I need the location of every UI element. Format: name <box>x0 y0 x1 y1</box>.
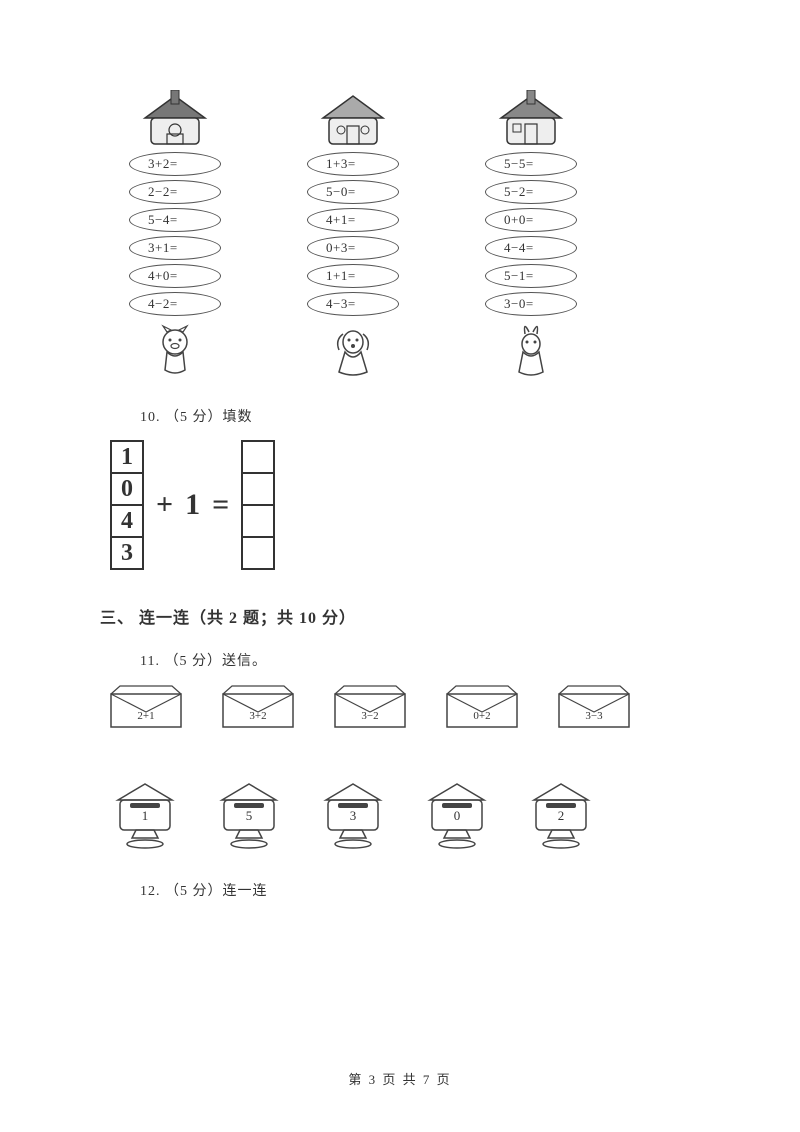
dog-icon <box>323 320 383 380</box>
equation-text: 5−2= <box>504 184 534 200</box>
equation-oval: 3+2= <box>129 152 221 176</box>
house-col-1: 3+2= 2−2= 5−4= 3+1= 4+0= 4−2= <box>110 90 240 380</box>
pig-icon <box>145 320 205 380</box>
house-col-3: 5−5= 5−2= 0+0= 4−4= 5−1= 3−0= <box>466 90 596 380</box>
equation-text: 4−3= <box>326 296 356 312</box>
mailbox-row: 1 5 3 0 <box>110 778 700 850</box>
fill-number-exercise: 1 0 4 3 + 1 = <box>110 440 700 570</box>
equation-text: 1+1= <box>326 268 356 284</box>
equation-text: 5−1= <box>504 268 534 284</box>
envelope-item: 3−2 <box>334 684 406 728</box>
equation-oval: 1+3= <box>307 152 399 176</box>
equation-oval: 4+1= <box>307 208 399 232</box>
equation-text: 5−0= <box>326 184 356 200</box>
equation-oval: 3−0= <box>485 292 577 316</box>
mailbox-label: 5 <box>214 808 284 824</box>
mailbox-item: 0 <box>422 778 492 850</box>
envelope-item: 0+2 <box>446 684 518 728</box>
envelope-item: 2+1 <box>110 684 182 728</box>
envelope-item: 3−3 <box>558 684 630 728</box>
envelope-label: 3+2 <box>222 710 294 722</box>
operand-one: 1 <box>185 488 200 522</box>
rabbit-icon <box>501 320 561 380</box>
equation-oval: 5−5= <box>485 152 577 176</box>
envelope-item: 3+2 <box>222 684 294 728</box>
equation-oval: 4−3= <box>307 292 399 316</box>
envelope-label: 3−2 <box>334 710 406 722</box>
house-icon <box>313 90 393 148</box>
right-number-stack <box>241 440 275 570</box>
num-box: 4 <box>110 504 144 538</box>
equation-oval: 5−1= <box>485 264 577 288</box>
equation-text: 1+3= <box>326 156 356 172</box>
equation-oval: 0+3= <box>307 236 399 260</box>
equation-text: 0+3= <box>326 240 356 256</box>
question-10-label: 10. （5 分）填数 <box>140 406 700 426</box>
num-box: 0 <box>110 472 144 506</box>
equation-text: 5−4= <box>148 212 178 228</box>
section-3-heading: 三、 连一连（共 2 题；共 10 分） <box>100 604 700 628</box>
envelope-row: 2+1 3+2 3−2 0+2 3−3 <box>110 684 700 728</box>
envelope-label: 0+2 <box>446 710 518 722</box>
question-12-label: 12. （5 分）连一连 <box>140 880 700 900</box>
mailbox-item: 2 <box>526 778 596 850</box>
mailbox-label: 0 <box>422 808 492 824</box>
mailbox-label: 3 <box>318 808 388 824</box>
num-box-empty[interactable] <box>241 504 275 538</box>
num-box-empty[interactable] <box>241 440 275 474</box>
equation-text: 5−5= <box>504 156 534 172</box>
house-icon <box>491 90 571 148</box>
houses-section: 3+2= 2−2= 5−4= 3+1= 4+0= 4−2= 1+3= 5−0= … <box>110 90 700 380</box>
equation-oval: 4+0= <box>129 264 221 288</box>
equation-text: 3−0= <box>504 296 534 312</box>
house-col-2: 1+3= 5−0= 4+1= 0+3= 1+1= 4−3= <box>288 90 418 380</box>
mailbox-item: 5 <box>214 778 284 850</box>
equation-text: 3+2= <box>148 156 178 172</box>
equation-oval: 4−2= <box>129 292 221 316</box>
equation-oval: 1+1= <box>307 264 399 288</box>
equation-oval: 5−4= <box>129 208 221 232</box>
page-footer: 第 3 页 共 7 页 <box>0 1069 800 1088</box>
house-icon <box>135 90 215 148</box>
equation-oval: 4−4= <box>485 236 577 260</box>
equation-text: 2−2= <box>148 184 178 200</box>
equals-operator: = <box>212 488 229 522</box>
num-box-empty[interactable] <box>241 472 275 506</box>
equation-oval: 5−2= <box>485 180 577 204</box>
num-box-empty[interactable] <box>241 536 275 570</box>
num-box: 1 <box>110 440 144 474</box>
equation-text: 0+0= <box>504 212 534 228</box>
equation-text: 4−2= <box>148 296 178 312</box>
equation-text: 4−4= <box>504 240 534 256</box>
num-box: 3 <box>110 536 144 570</box>
equation-oval: 2−2= <box>129 180 221 204</box>
equation-text: 3+1= <box>148 240 178 256</box>
left-number-stack: 1 0 4 3 <box>110 440 144 570</box>
envelope-label: 2+1 <box>110 710 182 722</box>
equation-text: 4+0= <box>148 268 178 284</box>
equation-oval: 3+1= <box>129 236 221 260</box>
plus-operator: + <box>156 488 173 522</box>
envelope-label: 3−3 <box>558 710 630 722</box>
mailbox-label: 1 <box>110 808 180 824</box>
mailbox-label: 2 <box>526 808 596 824</box>
equation-oval: 5−0= <box>307 180 399 204</box>
question-11-label: 11. （5 分）送信。 <box>140 650 700 670</box>
equation-oval: 0+0= <box>485 208 577 232</box>
equation-text: 4+1= <box>326 212 356 228</box>
mailbox-item: 3 <box>318 778 388 850</box>
mailbox-item: 1 <box>110 778 180 850</box>
